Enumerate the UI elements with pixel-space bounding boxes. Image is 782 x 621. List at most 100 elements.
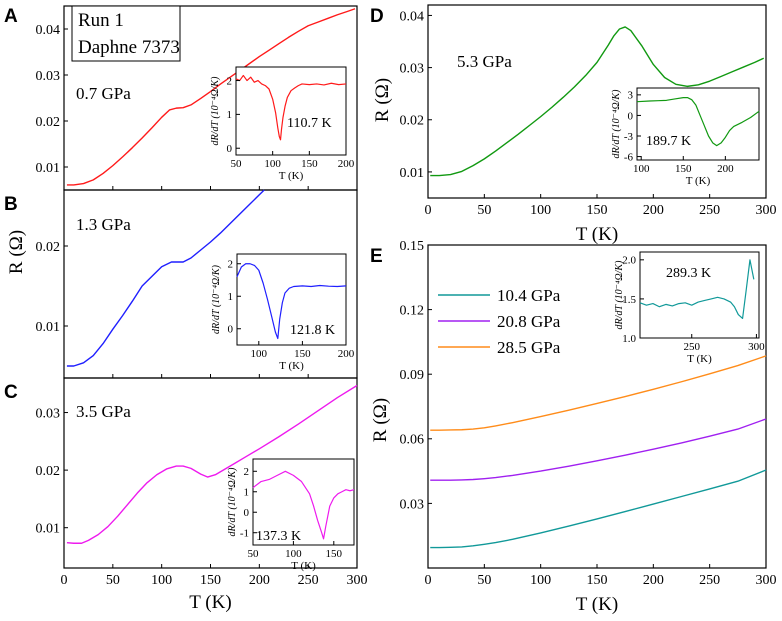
panel-e-series-line-1 <box>430 418 767 481</box>
panel-a-ytick-label: 0.02 <box>36 115 61 130</box>
inset-x-label: T (K) <box>291 560 316 572</box>
inset-annotation: 289.3 K <box>666 266 711 281</box>
inset-xtick-label: 200 <box>717 163 734 175</box>
panel-c-ytick-label: 0.01 <box>36 522 61 537</box>
inset-frame <box>236 253 347 346</box>
inset-xtick-label: 100 <box>251 348 268 360</box>
inset-xtick-label: 200 <box>338 158 355 170</box>
panel-c-xtick-label: 250 <box>298 573 319 588</box>
panel-letter-d: D <box>370 6 384 27</box>
panel-d-series-line <box>430 26 765 177</box>
legend-run: Run 1 <box>78 10 124 31</box>
panel-d-pressure: 5.3 GPa <box>457 52 512 71</box>
inset-ytick-label: 1.5 <box>622 294 636 306</box>
inset-xtick-label: 200 <box>338 348 355 360</box>
inset-ytick-label: -6 <box>624 151 634 163</box>
inset-ytick-label: 2 <box>244 466 250 478</box>
panel-c-pressure: 3.5 GPa <box>76 402 131 421</box>
inset-annotation: 121.8 K <box>290 323 335 338</box>
panel-d-xtick-label: 250 <box>699 203 720 218</box>
inset-y-label: dR/dT (10⁻⁴Ω/K) <box>210 76 221 146</box>
panel-b-series-line <box>66 189 265 367</box>
inset-series-line <box>639 259 755 320</box>
panel-e-ytick-label: 0.06 <box>400 433 425 448</box>
inset-ytick-label: 2 <box>228 259 234 271</box>
panel-c-xtick-label: 200 <box>249 573 270 588</box>
panel-e-xtick-label: 150 <box>587 573 608 588</box>
panel-e-ytick-label: 0.03 <box>400 497 425 512</box>
inset-frame <box>636 87 760 161</box>
panel-d-ytick-label: 0.02 <box>400 114 425 129</box>
panel-c-series-line <box>66 384 358 544</box>
inset-xtick-label: 150 <box>294 348 311 360</box>
panel-a-series-line <box>66 8 356 186</box>
panel-d-xtick-label: 300 <box>756 203 777 218</box>
legend-label-1: 20.8 GPa <box>497 312 561 331</box>
inset-xtick-label: 150 <box>675 163 692 175</box>
panel-e-xtick-label: 100 <box>530 573 551 588</box>
inset-x-label: T (K) <box>686 175 711 187</box>
inset-series-line <box>235 74 347 141</box>
inset-series-line <box>636 96 760 147</box>
panel-letter-a: A <box>4 6 18 27</box>
legend-sample: Daphne 7373 <box>78 37 180 58</box>
panel-c-x-label: T (K) <box>189 592 231 613</box>
panel-c-ytick-label: 0.02 <box>36 464 61 479</box>
panel-c-xtick-label: 150 <box>200 573 221 588</box>
panel-d-xtick-label: 200 <box>643 203 664 218</box>
panel-b-ytick-label: 0.02 <box>36 240 61 255</box>
panel-d-ytick-label: 0.04 <box>400 9 425 24</box>
inset-xtick-label: 50 <box>231 158 243 170</box>
panel-e-xtick-label: 250 <box>699 573 720 588</box>
panel-a-ytick-label: 0.04 <box>36 23 61 38</box>
inset-xtick-label: 100 <box>285 548 302 560</box>
inset-x-label: T (K) <box>687 353 712 365</box>
inset-annotation: 110.7 K <box>287 116 332 131</box>
inset-xtick-label: 250 <box>683 341 700 353</box>
inset-xtick-label: 300 <box>748 341 765 353</box>
panel-c-xtick-label: 300 <box>347 573 368 588</box>
inset-ytick-label: -3 <box>624 131 634 143</box>
inset-ytick-label: 1 <box>227 109 233 121</box>
panel-e-y-label: R (Ω) <box>370 398 391 442</box>
panel-e-xtick-label: 50 <box>477 573 491 588</box>
inset-xtick-label: 100 <box>264 158 281 170</box>
panel-d-ytick-label: 0.01 <box>400 166 425 181</box>
panel-b-ytick-label: 0.01 <box>36 320 61 335</box>
panel-letter-c: C <box>4 382 18 403</box>
inset-y-label: dR/dT (10⁻⁴Ω/K) <box>611 89 622 159</box>
inset-ytick-label: 2 <box>227 75 233 87</box>
panel-letter-e: E <box>370 246 383 267</box>
panel-a: 0.01 0.02 0.03 0.04 Run 1 Daphne 7373 0.7 GPa 5… <box>36 5 358 191</box>
panel-e-xtick-label: 0 <box>425 573 432 588</box>
inset-y-label: dR/dT (10⁻⁴Ω/K) <box>227 467 238 537</box>
panel-d: 0 50 100 150 200 250 300 0.01 0.02 0.03 0.04 5.3 GP… <box>372 4 777 245</box>
panel-d-xtick-label: 50 <box>477 203 491 218</box>
legend-label-2: 28.5 GPa <box>497 338 561 357</box>
panel-b-pressure: 1.3 GPa <box>76 215 131 234</box>
panel-d-xtick-label: 100 <box>530 203 551 218</box>
inset-ytick-label: 3 <box>628 90 634 102</box>
inset-x-label: T (K) <box>279 170 304 182</box>
panel-b: 0.01 0.02 1.3 GPa R (Ω) 100 150 200 0 1 2 121.8 K d… <box>6 189 358 379</box>
panel-e-series-line-0 <box>430 469 767 549</box>
inset-ytick-label: 1.0 <box>622 333 636 345</box>
inset-xtick-label: 100 <box>633 163 650 175</box>
panel-e-xtick-label: 300 <box>756 573 777 588</box>
legend-label-0: 10.4 GPa <box>497 286 561 305</box>
inset-xtick-label: 150 <box>326 548 343 560</box>
inset-y-label: dR/dT (10⁻⁴Ω/K) <box>614 260 625 330</box>
panel-c-xtick-label: 0 <box>61 573 68 588</box>
legend-box <box>71 5 181 62</box>
inset-annotation: 137.3 K <box>256 529 301 544</box>
inset-xtick-label: 150 <box>301 158 318 170</box>
panel-a-pressure: 0.7 GPa <box>76 84 131 103</box>
panel-e-x-label: T (K) <box>576 594 618 615</box>
inset-ytick-label: 2.0 <box>622 255 636 267</box>
panel-e-xtick-label: 200 <box>643 573 664 588</box>
inset-ytick-label: 1 <box>244 487 250 499</box>
inset-ytick-label: 0 <box>628 110 634 122</box>
panel-e-ytick-label: 0.15 <box>400 239 425 254</box>
panel-e-ytick-label: 0.12 <box>400 304 425 319</box>
